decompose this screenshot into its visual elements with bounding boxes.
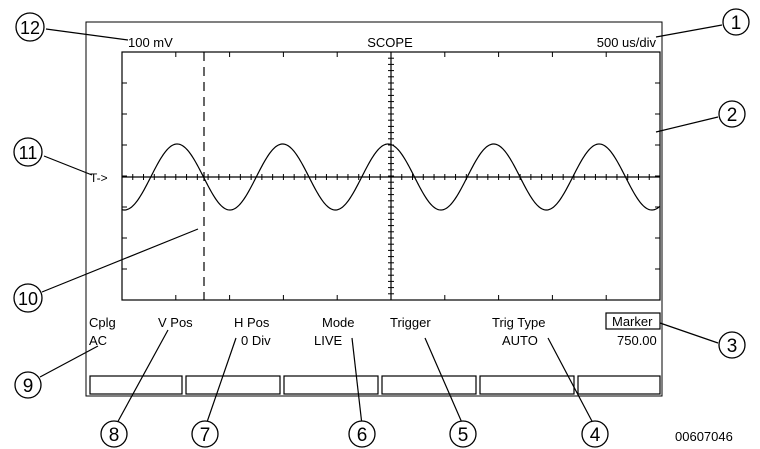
softkey-6[interactable] [577, 375, 661, 395]
mode-label: Mode [322, 315, 355, 330]
softkey-3[interactable] [283, 375, 379, 395]
v-pos-label: V Pos [158, 315, 193, 330]
marker-value: 750.00 [617, 333, 657, 348]
callout-7: 7 [191, 420, 219, 448]
svg-text:6: 6 [357, 425, 368, 446]
coupling-label: Cplg [89, 315, 116, 330]
callout-5: 5 [449, 420, 477, 448]
callout-8: 8 [100, 420, 128, 448]
leader-7 [205, 337, 237, 426]
mode-value: LIVE [314, 333, 343, 348]
callout-6: 6 [348, 420, 376, 448]
trig-type-label: Trig Type [492, 315, 545, 330]
trig-type-value: AUTO [502, 333, 538, 348]
callout-1: 1 [722, 8, 750, 36]
svg-text:10: 10 [18, 289, 38, 309]
callout-10: 10 [13, 283, 43, 313]
trigger-label: Trigger [390, 315, 431, 330]
leader-8 [115, 329, 169, 426]
h-pos-label: H Pos [234, 315, 270, 330]
leader-4 [547, 337, 595, 426]
marker-label: Marker [612, 314, 653, 329]
leader-9 [39, 345, 99, 378]
marker-highlight-box [605, 312, 661, 330]
callout-12: 12 [15, 12, 45, 42]
svg-text:9: 9 [23, 376, 34, 397]
softkey-4[interactable] [381, 375, 477, 395]
leader-11 [43, 155, 93, 176]
figure-id: 00607046 [675, 429, 733, 444]
callout-leaders [39, 24, 723, 426]
softkey-2[interactable] [185, 375, 281, 395]
callout-11: 11 [13, 137, 43, 167]
trigger-level-marker: T-> [90, 171, 108, 185]
display-frame [85, 21, 663, 397]
softkey-row [89, 375, 661, 395]
svg-text:5: 5 [458, 425, 469, 446]
leader-10 [41, 228, 199, 293]
scope-title: SCOPE [367, 35, 413, 50]
sine-waveform [121, 143, 661, 211]
svg-text:11: 11 [19, 143, 38, 163]
leader-2 [655, 116, 719, 133]
svg-text:4: 4 [590, 425, 601, 446]
leader-3 [659, 322, 719, 344]
callout-4: 4 [581, 420, 609, 448]
svg-text:2: 2 [727, 105, 738, 126]
callout-3: 3 [718, 331, 746, 359]
svg-text:12: 12 [20, 18, 40, 38]
time-per-div-label: 500 us/div [597, 35, 657, 50]
svg-text:8: 8 [109, 425, 120, 446]
volts-per-div-label: 100 mV [128, 35, 173, 50]
callout-2: 2 [718, 100, 746, 128]
svg-text:1: 1 [731, 13, 742, 34]
softkey-1[interactable] [89, 375, 183, 395]
softkey-5[interactable] [479, 375, 575, 395]
h-pos-value: 0 Div [241, 333, 271, 348]
leader-12 [45, 28, 129, 41]
leader-1 [655, 24, 723, 38]
leader-5 [424, 337, 464, 426]
svg-text:3: 3 [727, 336, 738, 357]
leader-6 [351, 337, 363, 426]
callout-markers: 1 2 3 4 5 6 7 8 9 10 11 12 [13, 8, 750, 448]
svg-text:7: 7 [200, 425, 211, 446]
coupling-value: AC [89, 333, 107, 348]
callout-9: 9 [14, 371, 42, 399]
